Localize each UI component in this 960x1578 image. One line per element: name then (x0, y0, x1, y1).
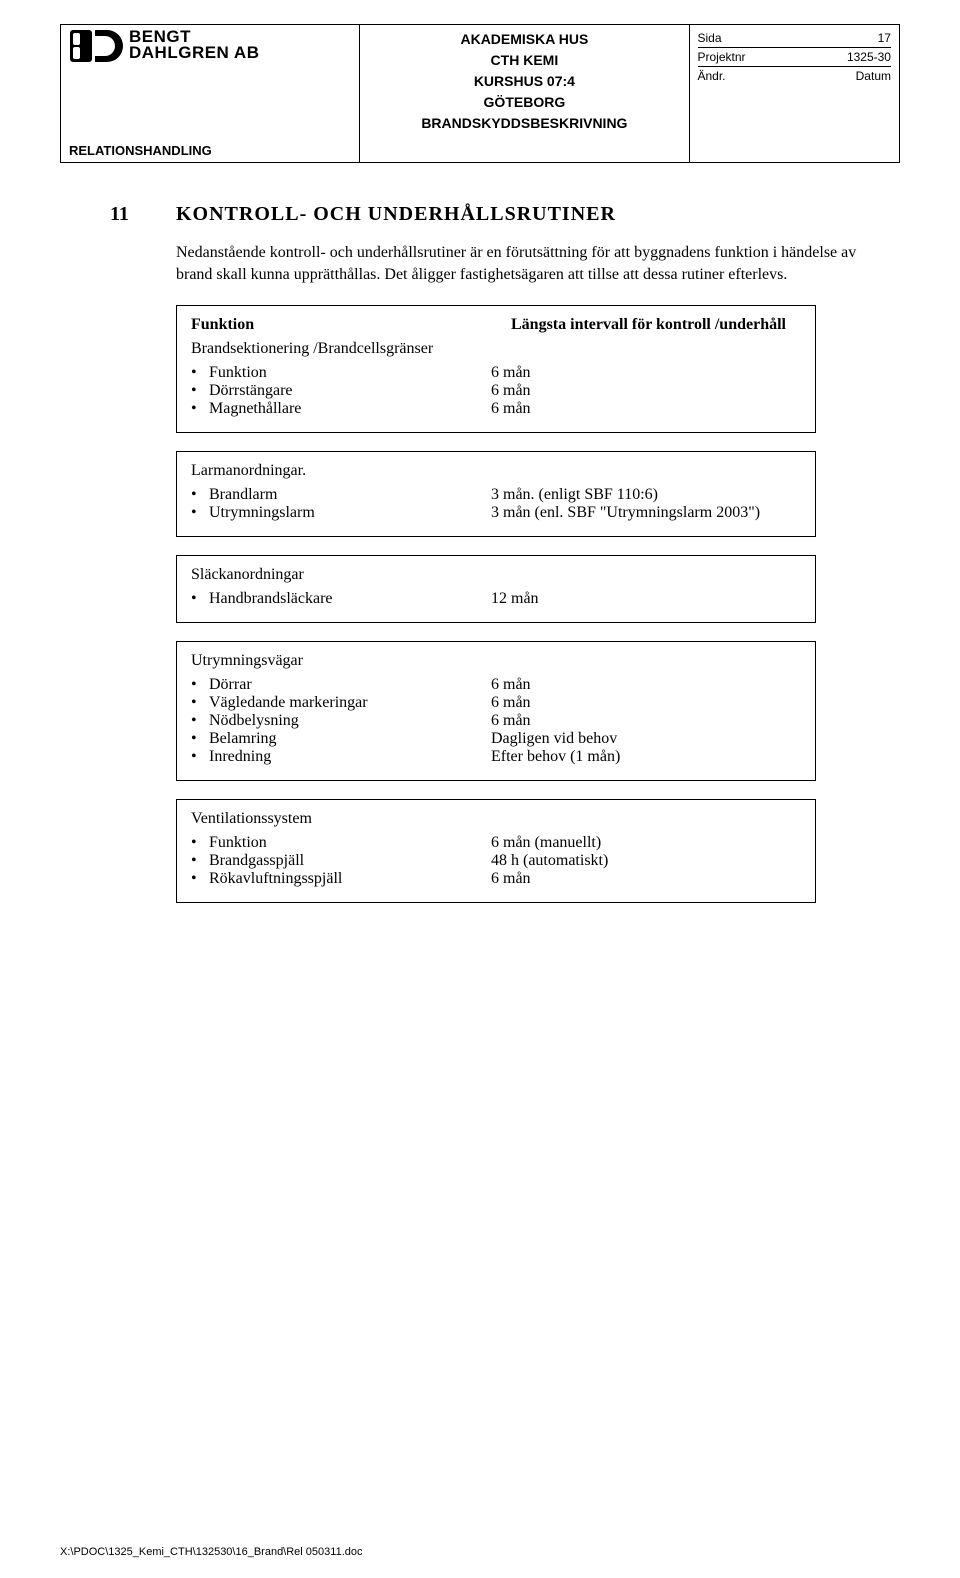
item-label: Brandlarm (209, 486, 491, 504)
item-value: 6 mån (491, 712, 531, 730)
item-value: 6 mån (491, 676, 531, 694)
box-header-left: Funktion (191, 316, 491, 334)
footer-path: X:\PDOC\1325_Kemi_CTH\132530\16_Brand\Re… (60, 1546, 362, 1558)
center-line: CTH KEMI (368, 50, 680, 71)
sida-value: 17 (878, 31, 891, 45)
item-value: 6 mån (491, 870, 531, 888)
item-value: 6 mån (491, 382, 531, 400)
box-item: •Utrymningslarm3 mån (enl. SBF "Utrymnin… (191, 504, 801, 522)
box-sub: Ventilationssystem (191, 810, 801, 828)
header: BENGT DAHLGREN AB RELATIONSHANDLING AKAD… (60, 24, 900, 163)
section-title: KONTROLL- OCH UNDERHÅLLSRUTINER (176, 203, 616, 226)
box-item: •Funktion6 mån (manuellt) (191, 834, 801, 852)
center-line: BRANDSKYDDSBESKRIVNING (368, 113, 680, 134)
center-line: GÖTEBORG (368, 92, 680, 113)
item-label: Dörrstängare (209, 382, 491, 400)
page: BENGT DAHLGREN AB RELATIONSHANDLING AKAD… (0, 0, 960, 1578)
item-label: Dörrar (209, 676, 491, 694)
datum-label: Datum (856, 69, 891, 83)
box-items: •Funktion6 mån •Dörrstängare6 mån •Magne… (191, 364, 801, 418)
header-left: BENGT DAHLGREN AB RELATIONSHANDLING (61, 25, 360, 162)
logo-text: BENGT DAHLGREN AB (129, 29, 259, 61)
box-item: •BelamringDagligen vid behov (191, 730, 801, 748)
item-label: Funktion (209, 364, 491, 382)
projektnr-row: Projektnr 1325-30 (698, 48, 891, 67)
logo-icon (69, 29, 123, 63)
header-right: Sida 17 Projektnr 1325-30 Ändr. Datum (690, 25, 899, 162)
box-sub: Släckanordningar (191, 566, 801, 584)
item-value: 48 h (automatiskt) (491, 852, 608, 870)
section-number: 11 (110, 203, 146, 226)
box-item: •Brandlarm3 mån. (enligt SBF 110:6) (191, 486, 801, 504)
box-sub: Larmanordningar. (191, 462, 801, 480)
box-items: •Handbrandsläckare12 mån (191, 590, 801, 608)
andr-row: Ändr. Datum (698, 67, 891, 85)
section-heading: 11 KONTROLL- OCH UNDERHÅLLSRUTINER (110, 203, 870, 226)
logo-line2: DAHLGREN AB (129, 45, 259, 61)
center-line: AKADEMISKA HUS (368, 29, 680, 50)
box-item: •InredningEfter behov (1 mån) (191, 748, 801, 766)
item-value: Efter behov (1 mån) (491, 748, 620, 766)
box-header: Funktion Längsta intervall för kontroll … (191, 316, 801, 334)
box-slackanordningar: Släckanordningar •Handbrandsläckare12 må… (176, 555, 816, 623)
center-line: KURSHUS 07:4 (368, 71, 680, 92)
andr-label: Ändr. (698, 69, 726, 83)
item-value: 6 mån (491, 364, 531, 382)
projektnr-value: 1325-30 (847, 50, 891, 64)
item-label: Nödbelysning (209, 712, 491, 730)
header-center: AKADEMISKA HUS CTH KEMI KURSHUS 07:4 GÖT… (360, 25, 689, 162)
item-value: 6 mån (491, 400, 531, 418)
andr-empty (698, 85, 891, 125)
box-sub: Brandsektionering /Brandcellsgränser (191, 340, 801, 358)
item-value: 12 mån (491, 590, 539, 608)
box-item: •Vägledande markeringar6 mån (191, 694, 801, 712)
box-item: •Nödbelysning6 mån (191, 712, 801, 730)
item-value: 6 mån (manuellt) (491, 834, 601, 852)
sida-row: Sida 17 (698, 29, 891, 48)
item-label: Inredning (209, 748, 491, 766)
logo: BENGT DAHLGREN AB (69, 29, 351, 63)
box-larmanordningar: Larmanordningar. •Brandlarm3 mån. (enlig… (176, 451, 816, 537)
box-sub: Utrymningsvägar (191, 652, 801, 670)
boxes: Funktion Längsta intervall för kontroll … (176, 305, 816, 903)
box-item: •Rökavluftningsspjäll6 mån (191, 870, 801, 888)
box-items: •Brandlarm3 mån. (enligt SBF 110:6) •Utr… (191, 486, 801, 522)
box-item: •Handbrandsläckare12 mån (191, 590, 801, 608)
box-item: •Dörrstängare6 mån (191, 382, 801, 400)
item-label: Vägledande markeringar (209, 694, 491, 712)
box-item: •Brandgasspjäll48 h (automatiskt) (191, 852, 801, 870)
box-ventilationssystem: Ventilationssystem •Funktion6 mån (manue… (176, 799, 816, 903)
item-value: 3 mån. (enligt SBF 110:6) (491, 486, 658, 504)
item-label: Rökavluftningsspjäll (209, 870, 491, 888)
content: 11 KONTROLL- OCH UNDERHÅLLSRUTINER Nedan… (60, 163, 900, 903)
item-label: Handbrandsläckare (209, 590, 491, 608)
item-value: 3 mån (enl. SBF "Utrymningslarm 2003") (491, 504, 760, 522)
item-label: Belamring (209, 730, 491, 748)
box-items: •Funktion6 mån (manuellt) •Brandgasspjäl… (191, 834, 801, 888)
box-item: •Funktion6 mån (191, 364, 801, 382)
box-header-right: Längsta intervall för kontroll /underhål… (511, 316, 786, 334)
box-item: •Dörrar6 mån (191, 676, 801, 694)
box-items: •Dörrar6 mån •Vägledande markeringar6 må… (191, 676, 801, 766)
item-value: Dagligen vid behov (491, 730, 617, 748)
item-label: Utrymningslarm (209, 504, 491, 522)
box-item: •Magnethållare6 mån (191, 400, 801, 418)
projektnr-label: Projektnr (698, 50, 746, 64)
item-label: Magnethållare (209, 400, 491, 418)
relations-label: RELATIONSHANDLING (69, 143, 212, 158)
box-brandsektionering: Funktion Längsta intervall för kontroll … (176, 305, 816, 433)
section-intro: Nedanstående kontroll- och underhållsrut… (176, 242, 870, 285)
sida-label: Sida (698, 31, 722, 45)
box-utrymningsvagar: Utrymningsvägar •Dörrar6 mån •Vägledande… (176, 641, 816, 781)
item-label: Funktion (209, 834, 491, 852)
item-value: 6 mån (491, 694, 531, 712)
item-label: Brandgasspjäll (209, 852, 491, 870)
